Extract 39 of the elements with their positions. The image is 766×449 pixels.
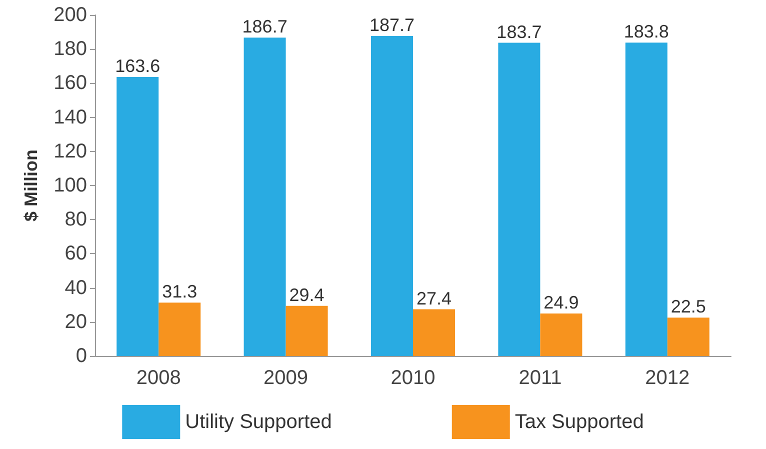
legend-label: Utility Supported xyxy=(185,411,332,433)
bar xyxy=(286,306,328,356)
x-tick-label: 2012 xyxy=(645,367,690,389)
y-tick-label: 180 xyxy=(54,38,87,60)
bar xyxy=(498,42,540,356)
bar xyxy=(540,314,582,356)
data-label: 29.4 xyxy=(289,284,324,305)
x-tick-label: 2010 xyxy=(390,367,436,389)
y-tick-label: 140 xyxy=(54,106,87,128)
bar xyxy=(244,38,286,356)
data-label: 183.8 xyxy=(624,22,669,42)
y-tick-label: 60 xyxy=(64,242,87,265)
x-tick-label: 2009 xyxy=(264,367,308,389)
data-label: 187.7 xyxy=(369,14,415,35)
bar xyxy=(667,318,710,356)
data-label: 186.7 xyxy=(242,16,288,37)
bar xyxy=(625,42,668,356)
y-tick-label: 120 xyxy=(54,140,87,162)
bar xyxy=(158,302,201,356)
data-label: 163.6 xyxy=(115,56,160,76)
y-tick-label: 0 xyxy=(76,345,87,367)
x-tick-label: 2008 xyxy=(136,367,181,389)
bar xyxy=(371,36,413,356)
data-label: 27.4 xyxy=(416,288,452,308)
data-label: 183.7 xyxy=(496,22,542,42)
y-axis-title: $ Million xyxy=(21,150,41,222)
y-tick-label: 200 xyxy=(54,4,87,26)
data-label: 31.3 xyxy=(162,282,198,302)
y-tick-label: 40 xyxy=(64,276,87,299)
y-tick-label: 160 xyxy=(54,72,87,94)
bar xyxy=(116,77,159,356)
legend-label: Tax Supported xyxy=(514,411,644,433)
bar xyxy=(413,309,455,356)
data-label: 24.9 xyxy=(544,292,579,313)
y-tick-label: 20 xyxy=(64,310,87,333)
data-label: 22.5 xyxy=(670,296,706,317)
y-tick-label: 100 xyxy=(54,174,87,196)
x-tick-label: 2011 xyxy=(518,367,562,389)
y-tick-label: 80 xyxy=(64,208,87,231)
